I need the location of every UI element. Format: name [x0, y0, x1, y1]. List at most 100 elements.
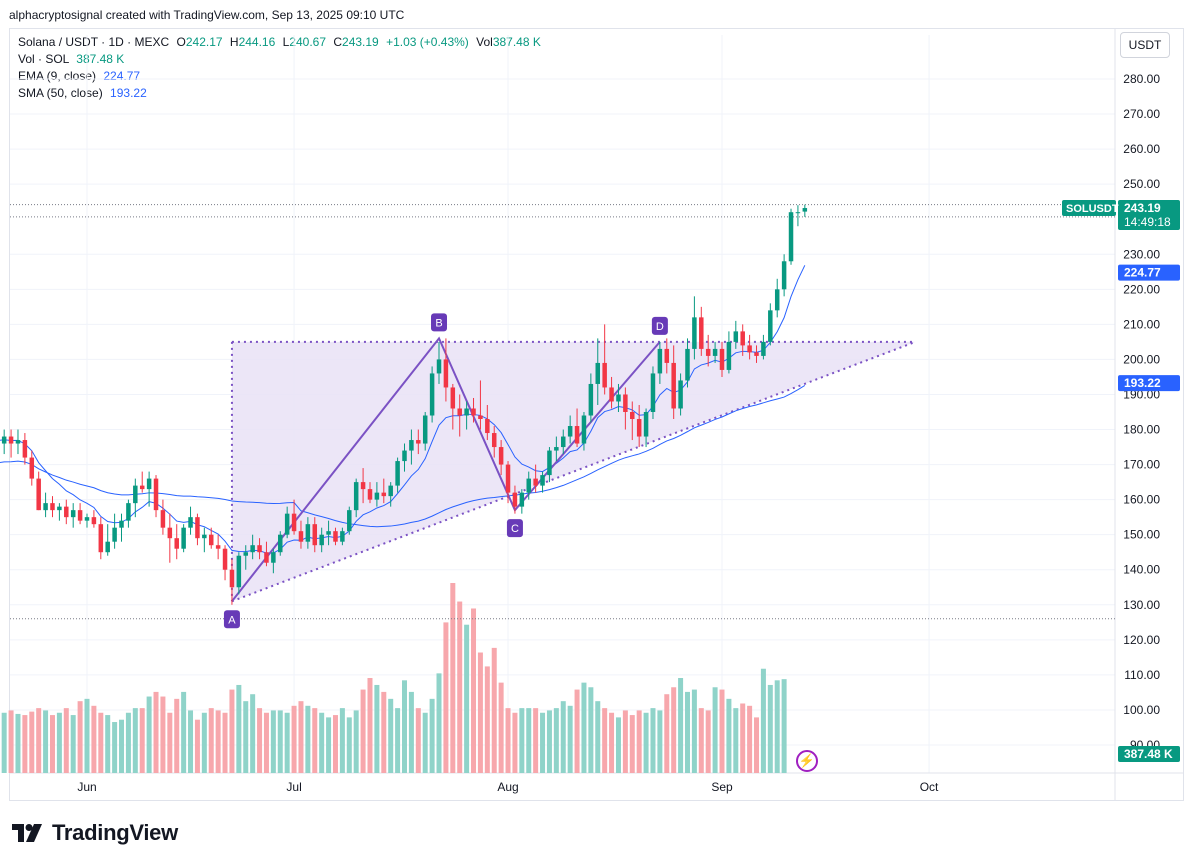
- candle-body: [685, 348, 690, 381]
- volume-bar: [250, 694, 256, 773]
- volume-bar: [484, 666, 490, 773]
- volume-bar: [257, 708, 263, 773]
- volume-bar: [457, 601, 463, 773]
- candle-body: [298, 531, 304, 542]
- volume-bar: [49, 715, 55, 773]
- volume-bar: [339, 708, 345, 773]
- currency-button[interactable]: USDT: [1120, 32, 1170, 58]
- volume-bar: [395, 708, 401, 773]
- candle-body: [457, 408, 462, 416]
- volume-bar: [629, 715, 635, 773]
- volume-bar: [229, 689, 235, 773]
- volume-bar: [498, 682, 504, 773]
- candle-body: [29, 457, 35, 479]
- candle-body: [208, 534, 214, 546]
- candle-body: [388, 485, 393, 497]
- legend-change: +1.03 (+0.43%): [386, 35, 469, 49]
- volume-bar: [754, 717, 760, 773]
- candle-body: [126, 503, 131, 521]
- candle-body: [533, 478, 538, 486]
- pattern-label-bg: [431, 313, 448, 332]
- volume-bar: [36, 708, 42, 773]
- volume-bar: [381, 691, 387, 773]
- legend-volume[interactable]: Vol · SOL 387.48 K: [18, 51, 124, 67]
- candle-body: [77, 510, 83, 521]
- candle-body: [498, 447, 504, 465]
- volume-bar: [705, 710, 711, 773]
- pattern-label-d: D: [656, 321, 664, 333]
- volume-bar: [181, 691, 187, 773]
- candle-body: [678, 380, 683, 409]
- volume-bar: [436, 673, 442, 773]
- volume-bar: [22, 715, 28, 773]
- volume-bar: [698, 708, 704, 773]
- volume-bar: [443, 622, 449, 773]
- ema-axis-badge-bg: [1118, 264, 1180, 281]
- volume-bar: [546, 710, 552, 773]
- candle-body: [416, 440, 421, 444]
- sma-axis-badge: 193.22: [1124, 376, 1161, 390]
- candle-body: [491, 433, 497, 448]
- candle-body: [512, 492, 518, 507]
- countdown-label: 14:49:18: [1124, 215, 1171, 229]
- candle-body: [174, 538, 179, 549]
- volume-bar: [615, 717, 621, 773]
- header-credit: alphacryptosignal created with TradingVi…: [9, 8, 405, 22]
- candle-body: [167, 527, 173, 539]
- candle-body: [1, 436, 7, 444]
- volume-bar: [70, 715, 76, 773]
- legend-vol: 387.48 K: [492, 35, 541, 49]
- legend-sma[interactable]: SMA (50, close) 193.22: [18, 85, 147, 101]
- volume-bar: [263, 712, 269, 773]
- volume-bar: [581, 682, 587, 773]
- candle-body: [519, 492, 525, 507]
- volume-bar: [8, 710, 14, 773]
- candle-body: [657, 348, 663, 374]
- volume-bar: [402, 680, 407, 773]
- candle-body: [43, 503, 48, 511]
- candle-body: [505, 464, 511, 493]
- lightning-icon[interactable]: ⚡: [796, 750, 818, 772]
- volume-bar: [408, 691, 414, 773]
- y-tick-label: 140.00: [1123, 563, 1160, 577]
- candle-body: [547, 450, 552, 476]
- candle-body: [802, 208, 808, 212]
- y-tick-label: 220.00: [1123, 282, 1160, 296]
- volume-bar: [43, 710, 49, 773]
- volume-bar: [188, 710, 194, 773]
- volume-bar: [781, 679, 787, 773]
- x-tick-label: Jul: [286, 780, 301, 794]
- candle-body: [243, 552, 248, 556]
- x-tick-label: Aug: [497, 780, 518, 794]
- volume-bar: [740, 703, 746, 773]
- pattern-label-a: A: [228, 614, 236, 626]
- volume-bar: [305, 705, 311, 773]
- volume-bar: [664, 694, 670, 773]
- volume-bar: [374, 684, 380, 773]
- candle-body: [464, 408, 469, 416]
- candle-body: [436, 359, 442, 374]
- volume-bar: [553, 708, 559, 773]
- legend-sma-label: SMA (50, close): [18, 86, 103, 100]
- candle-body: [146, 478, 152, 490]
- candle-body: [395, 461, 400, 486]
- candle-body: [692, 317, 697, 349]
- volume-bar: [602, 708, 608, 773]
- volume-bar: [491, 647, 497, 773]
- y-tick-label: 130.00: [1123, 598, 1160, 612]
- volume-bar: [540, 712, 546, 773]
- tradingview-logo[interactable]: TradingView: [12, 820, 178, 846]
- symbol-badge-bg: [1062, 200, 1116, 217]
- candle-body: [643, 412, 649, 437]
- legend-symbol[interactable]: Solana / USDT · 1D · MEXC: [18, 35, 170, 49]
- current-price-label: 243.19: [1124, 201, 1161, 215]
- candle-body: [450, 387, 456, 409]
- legend-c: 243.19: [342, 35, 379, 49]
- volume-bar: [208, 708, 214, 773]
- pattern-label-bg: [506, 519, 523, 538]
- volume-bar: [91, 705, 97, 773]
- candle-body: [360, 482, 366, 490]
- volume-bar: [291, 705, 297, 773]
- volume-bar: [167, 712, 173, 773]
- volume-bar: [760, 668, 766, 773]
